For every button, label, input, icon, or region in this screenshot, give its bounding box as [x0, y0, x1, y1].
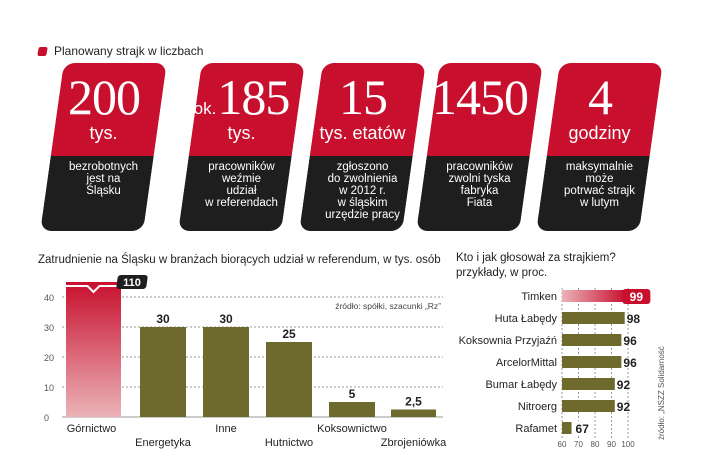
value-label: 30	[219, 312, 233, 326]
category-label: ArcelorMittal	[496, 357, 557, 369]
value-label: 96	[623, 334, 637, 348]
category-label: Koksownia Przyjaźń	[459, 335, 557, 347]
axis-break-mark	[66, 285, 121, 294]
x-tick-label: 70	[574, 440, 583, 449]
x-tick-label: 90	[607, 440, 616, 449]
y-tick-label: 30	[44, 323, 54, 333]
y-tick-label: 40	[44, 293, 54, 303]
bar	[562, 378, 615, 390]
y-tick-label: 0	[44, 413, 49, 423]
value-label: 25	[282, 327, 296, 341]
bar	[562, 356, 622, 368]
category-label: Rafamet	[515, 423, 557, 435]
category-label: Zbrojeniówka	[381, 437, 447, 449]
category-label: Bumar Łabędy	[485, 379, 557, 391]
bar	[140, 327, 186, 417]
chart-source: źródło: „NSZZ Solidarność	[657, 346, 666, 440]
value-label: 98	[627, 312, 641, 326]
category-label: Energetyka	[135, 437, 192, 449]
bar	[329, 402, 375, 417]
bar	[391, 409, 436, 417]
x-tick-label: 100	[621, 440, 635, 449]
category-label: Górnictwo	[67, 423, 117, 435]
bar	[266, 342, 312, 417]
employment-chart-title: Zatrudnienie na Śląsku w branżach biorąc…	[38, 254, 441, 266]
value-label-box	[622, 289, 651, 304]
bar	[562, 400, 615, 412]
category-label: Huta Łabędy	[495, 313, 558, 325]
bar	[203, 327, 249, 417]
vote-chart-subtitle: przykłady, w proc.	[456, 267, 548, 279]
y-tick-label: 20	[44, 353, 54, 363]
value-label: 110	[123, 277, 141, 289]
value-label: 2,5	[405, 395, 422, 409]
chart-source: źródło: spółki, szacunki „Rz”	[335, 301, 441, 311]
bar	[66, 282, 121, 417]
vote-chart-title: Kto i jak głosował za strajkiem? przykła…	[456, 251, 616, 281]
value-label: 99	[630, 290, 644, 304]
bar	[562, 422, 574, 434]
x-tick-label: 80	[591, 440, 600, 449]
header-label: Planowany strajk w liczbach	[54, 44, 204, 58]
category-label: Inne	[215, 423, 236, 435]
bar	[562, 290, 627, 302]
x-tick-label: 60	[558, 440, 567, 449]
value-label: 96	[623, 356, 637, 370]
value-label: 5	[349, 387, 356, 401]
value-label: 92	[617, 378, 631, 392]
value-label: 92	[617, 400, 631, 414]
value-label: 30	[156, 312, 170, 326]
value-label: 67	[576, 422, 590, 436]
bar	[562, 312, 625, 324]
category-label: Nitroerg	[518, 401, 557, 413]
category-label: Koksownictwo	[317, 423, 387, 435]
value-label-box	[571, 421, 594, 436]
value-label-box	[116, 275, 148, 289]
y-tick-label: 10	[44, 383, 54, 393]
vote-chart-heading: Kto i jak głosował za strajkiem?	[456, 252, 616, 264]
category-label: Timken	[521, 291, 557, 303]
infographic-header: Planowany strajk w liczbach	[37, 44, 204, 58]
bar	[562, 334, 622, 346]
category-label: Hutnictwo	[265, 437, 313, 449]
